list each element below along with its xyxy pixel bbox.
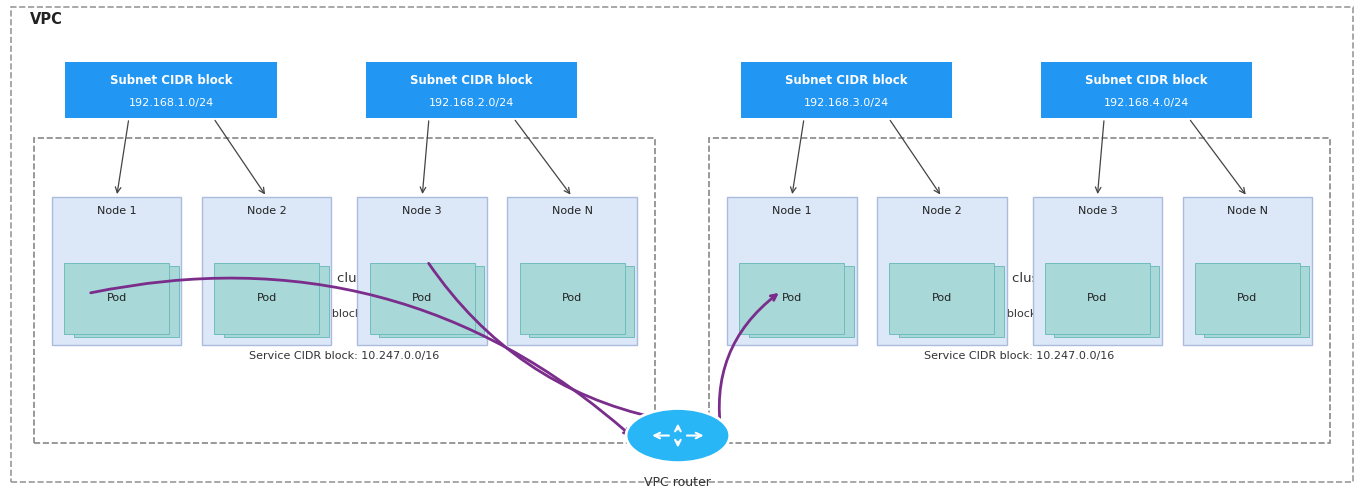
FancyBboxPatch shape <box>727 197 857 345</box>
Text: Node 2: Node 2 <box>922 206 962 216</box>
Text: Pod: Pod <box>106 293 127 303</box>
Ellipse shape <box>626 409 730 462</box>
Text: Node 2: Node 2 <box>247 206 286 216</box>
Text: 192.168.1.0/24: 192.168.1.0/24 <box>128 98 214 108</box>
Text: Pod: Pod <box>1237 293 1258 303</box>
Text: Service CIDR block: 10.247.0.0/16: Service CIDR block: 10.247.0.0/16 <box>250 352 439 361</box>
Text: 192.168.3.0/24: 192.168.3.0/24 <box>803 98 889 108</box>
FancyBboxPatch shape <box>507 197 637 345</box>
Text: Pod: Pod <box>932 293 952 303</box>
Text: Pod: Pod <box>256 293 277 303</box>
FancyBboxPatch shape <box>1204 266 1309 337</box>
FancyBboxPatch shape <box>65 62 277 118</box>
FancyBboxPatch shape <box>224 266 329 337</box>
Text: Pod: Pod <box>1087 293 1108 303</box>
Text: Pod: Pod <box>562 293 582 303</box>
Text: Pod: Pod <box>412 293 432 303</box>
Text: Subnet CIDR block: Subnet CIDR block <box>110 73 232 87</box>
Text: VPC: VPC <box>30 12 63 27</box>
Text: Container CIDR block: 172.16.0.0/16: Container CIDR block: 172.16.0.0/16 <box>243 309 446 318</box>
FancyBboxPatch shape <box>214 263 319 334</box>
FancyBboxPatch shape <box>1033 197 1162 345</box>
Text: Node N: Node N <box>551 206 593 216</box>
Text: VPC router: VPC router <box>644 476 712 490</box>
FancyBboxPatch shape <box>889 263 994 334</box>
Text: 192.168.2.0/24: 192.168.2.0/24 <box>428 98 514 108</box>
Text: Node 1: Node 1 <box>772 206 812 216</box>
FancyBboxPatch shape <box>357 197 487 345</box>
FancyBboxPatch shape <box>1183 197 1312 345</box>
FancyBboxPatch shape <box>1054 266 1159 337</box>
FancyBboxPatch shape <box>1041 62 1252 118</box>
Text: Service CIDR block: 10.247.0.0/16: Service CIDR block: 10.247.0.0/16 <box>925 352 1114 361</box>
FancyBboxPatch shape <box>520 263 625 334</box>
Text: Node N: Node N <box>1226 206 1269 216</box>
Text: CCE cluster: CCE cluster <box>306 272 383 285</box>
Text: 192.168.4.0/24: 192.168.4.0/24 <box>1103 98 1189 108</box>
FancyBboxPatch shape <box>64 263 169 334</box>
Text: CCE cluster: CCE cluster <box>981 272 1058 285</box>
FancyBboxPatch shape <box>741 62 952 118</box>
Text: Subnet CIDR block: Subnet CIDR block <box>411 73 532 87</box>
Text: Container CIDR block: 172.18.0.0/16: Container CIDR block: 172.18.0.0/16 <box>918 309 1121 318</box>
FancyBboxPatch shape <box>370 263 475 334</box>
FancyBboxPatch shape <box>74 266 179 337</box>
Text: Node 3: Node 3 <box>402 206 442 216</box>
Text: Subnet CIDR block: Subnet CIDR block <box>1086 73 1207 87</box>
Text: Pod: Pod <box>782 293 802 303</box>
FancyBboxPatch shape <box>749 266 854 337</box>
FancyBboxPatch shape <box>877 197 1007 345</box>
FancyBboxPatch shape <box>529 266 634 337</box>
FancyBboxPatch shape <box>379 266 484 337</box>
FancyBboxPatch shape <box>739 263 844 334</box>
Text: Node 1: Node 1 <box>97 206 136 216</box>
FancyBboxPatch shape <box>366 62 577 118</box>
Text: Node 3: Node 3 <box>1078 206 1117 216</box>
FancyBboxPatch shape <box>1195 263 1300 334</box>
FancyBboxPatch shape <box>899 266 1004 337</box>
FancyBboxPatch shape <box>1045 263 1150 334</box>
Text: Subnet CIDR block: Subnet CIDR block <box>786 73 907 87</box>
FancyBboxPatch shape <box>52 197 181 345</box>
FancyBboxPatch shape <box>202 197 331 345</box>
